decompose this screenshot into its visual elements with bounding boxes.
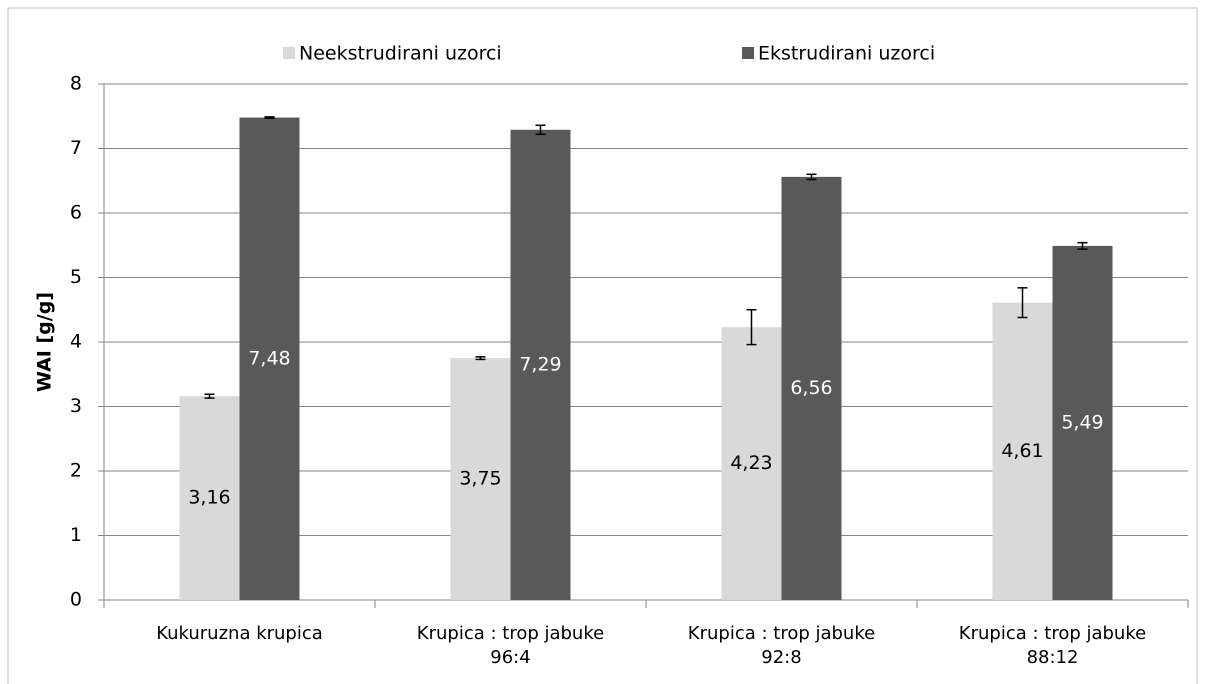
bar (721, 327, 782, 600)
bar (179, 396, 240, 600)
value-label: 6,56 (790, 377, 832, 399)
bar (239, 117, 300, 600)
legend-swatch (283, 47, 295, 59)
legend-label: Neekstrudirani uzorci (299, 43, 502, 65)
y-tick-label: 2 (70, 460, 82, 482)
bar (450, 358, 511, 600)
x-tick-label: Krupica : trop jabuke 92:8 (687, 623, 876, 668)
legend-swatch (742, 47, 754, 59)
value-label: 4,61 (1001, 440, 1043, 462)
bar (510, 129, 571, 601)
value-label: 3,16 (188, 487, 230, 509)
y-axis-title: WAI [g/g] (34, 292, 56, 392)
legend-label: Ekstrudirani uzorci (758, 43, 935, 65)
y-tick-label: 7 (70, 137, 82, 159)
bar (992, 302, 1053, 600)
x-tick-label: Kukuruzna krupica (156, 623, 323, 644)
value-label: 3,75 (459, 468, 501, 490)
bar (781, 176, 842, 600)
y-tick-label: 4 (70, 331, 82, 353)
y-tick-label: 8 (70, 73, 82, 95)
value-label: 4,23 (730, 452, 772, 474)
y-tick-label: 6 (70, 202, 82, 224)
y-tick-label: 3 (70, 395, 82, 417)
y-tick-label: 0 (70, 589, 82, 611)
value-label: 5,49 (1061, 411, 1103, 433)
y-tick-label: 1 (70, 524, 82, 546)
y-tick-label: 5 (70, 266, 82, 288)
value-label: 7,48 (248, 347, 290, 369)
chart-border (7, 7, 1198, 684)
x-tick-label: Krupica : trop jabuke 88:12 (958, 623, 1147, 668)
x-tick-label: Krupica : trop jabuke 96:4 (416, 623, 605, 668)
bar (1052, 245, 1113, 600)
value-label: 7,29 (519, 353, 561, 375)
